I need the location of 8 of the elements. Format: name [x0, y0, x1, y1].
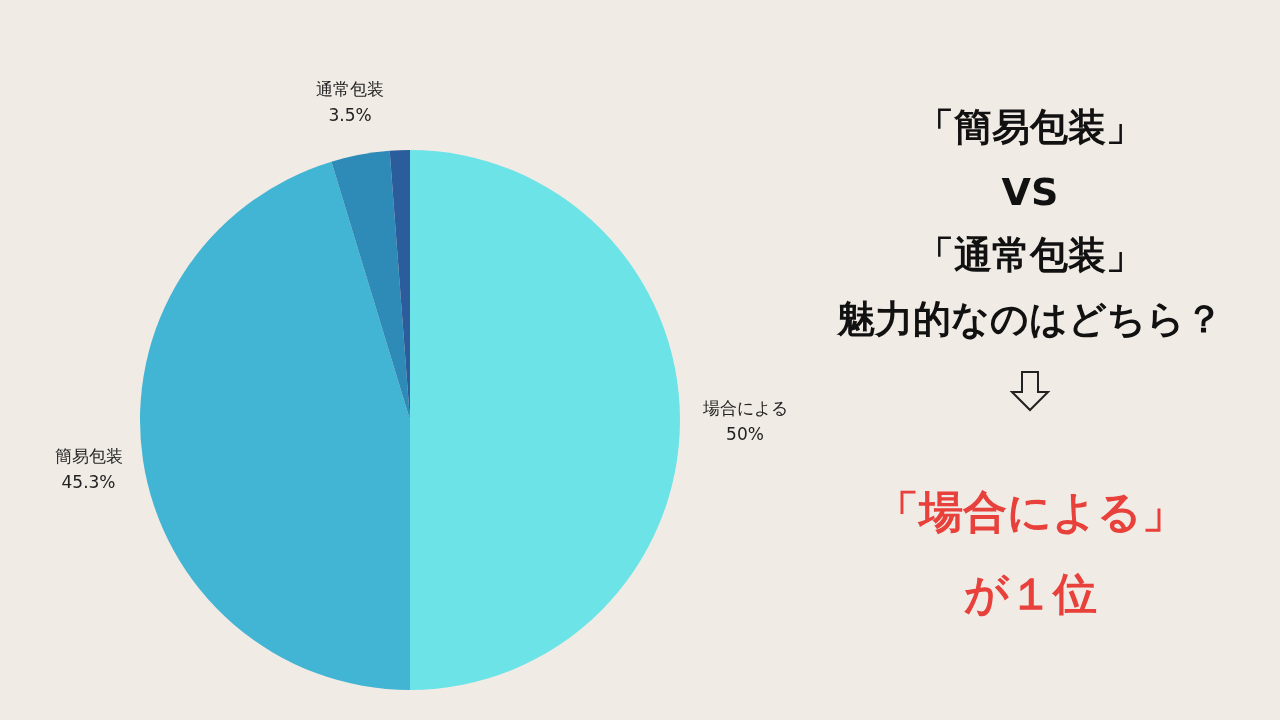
slice-label: 簡易包装: [54, 445, 123, 466]
data-label: 45.3%: [61, 471, 116, 492]
text: 「簡易包装」VS「通常包装」魅力的なのはどちら？: [836, 105, 1223, 341]
slice-label: 場合による: [701, 398, 788, 418]
data-label: 3.5%: [328, 104, 372, 125]
data-label: 50%: [726, 424, 764, 444]
text: 「場合による」が１位: [874, 486, 1186, 619]
slice-label: 通常包装: [316, 78, 385, 99]
